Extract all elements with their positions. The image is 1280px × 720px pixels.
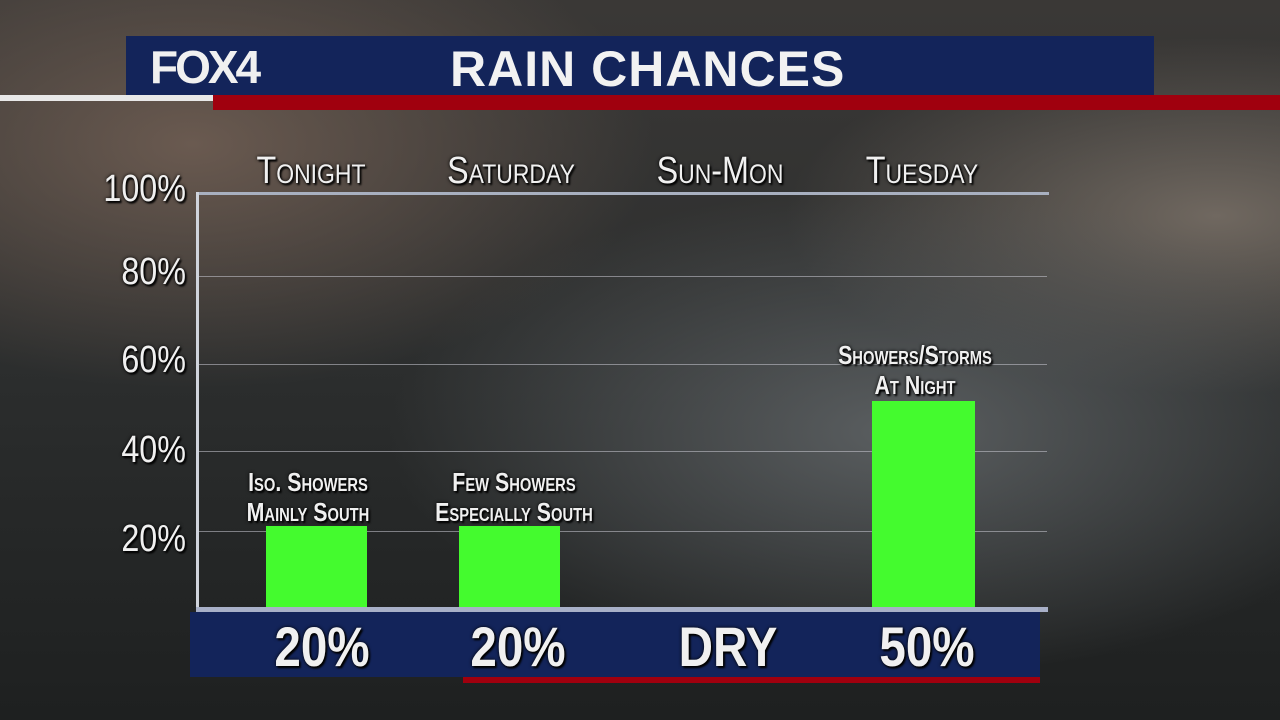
annotation-line: Showers/Storms [838,340,992,370]
header-white-stripe [0,95,213,101]
value-label: 20% [274,615,370,678]
annotation-line: Mainly South [246,497,370,527]
value-label: 20% [470,615,566,678]
y-tick-label: 80% [121,251,186,293]
value-banner-red-stripe [463,677,1040,683]
value-label: DRY [678,615,778,678]
header-red-stripe [213,95,1280,110]
bar-saturday [459,525,560,609]
annotation: Showers/Storms At Night [808,340,1021,400]
gridline [197,531,1047,532]
page-title: RAIN CHANCES [450,41,846,97]
y-axis-line [196,192,199,610]
category-label: Tonight [256,150,366,192]
fox4-logo: FOX4 [150,41,261,93]
annotation: Few Showers Especially South [407,467,620,527]
axis-top-line [197,192,1049,195]
bar-tuesday [872,401,975,609]
gridline [197,451,1047,452]
gridline [197,276,1047,277]
annotation: Iso. Showers Mainly South [201,467,414,527]
annotation-line: Few Showers [452,467,576,497]
x-axis-line [196,607,1048,612]
annotation-line: At Night [874,370,956,400]
y-tick-label: 100% [103,168,186,210]
category-label: Saturday [447,150,575,192]
value-label: 50% [879,615,975,678]
category-label: Tuesday [865,150,979,192]
y-tick-label: 40% [121,429,186,471]
y-tick-label: 60% [121,339,186,381]
annotation-line: Especially South [435,497,593,527]
gridline [197,364,1047,365]
bar-tonight [266,525,367,609]
header-banner [126,36,1154,95]
category-label: Sun-Mon [656,150,784,192]
annotation-line: Iso. Showers [248,467,368,497]
y-tick-label: 20% [121,518,186,560]
value-banner [190,612,1040,677]
